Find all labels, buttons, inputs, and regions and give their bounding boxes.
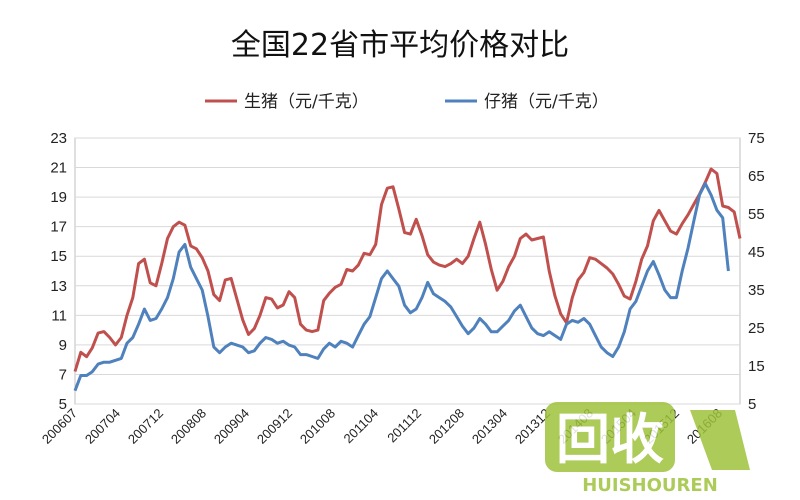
x-tick-label: 200712 (125, 406, 166, 447)
y-right-tick-label: 65 (748, 168, 765, 185)
series-line-0 (73, 167, 742, 372)
y-left-tick-label: 7 (59, 366, 67, 383)
x-tick-label: 200912 (254, 406, 295, 447)
y-left-tick-label: 21 (50, 160, 67, 177)
legend: 生猪（元/千克） 仔猪（元/千克） (205, 92, 609, 112)
y-left-tick-label: 11 (51, 307, 67, 324)
y-right-tick-label: 45 (748, 244, 765, 261)
y-left-tick-label: 5 (59, 396, 67, 413)
y-left-tick-label: 15 (50, 248, 67, 265)
x-tick-label: 200704 (82, 406, 123, 447)
x-tick-label: 201104 (341, 406, 382, 447)
legend-label-pig: 生猪（元/千克） (244, 92, 369, 112)
gridlines (75, 137, 740, 405)
watermark-box (545, 402, 675, 472)
y-left-tick-label: 17 (50, 219, 67, 236)
series-line-1 (73, 182, 730, 392)
watermark-shape (690, 410, 750, 470)
y-right-tick-label: 75 (748, 130, 765, 147)
y-right-tick-label: 5 (748, 396, 756, 413)
y-right-tick-label: 15 (748, 358, 765, 375)
x-tick-label: 201008 (297, 406, 338, 447)
series-lines (73, 167, 742, 392)
watermark-big: 回收 (556, 408, 664, 471)
y-left-tick-label: 13 (50, 278, 67, 295)
y-right-tick-label: 55 (748, 206, 765, 223)
x-tick-label: 200808 (168, 406, 209, 447)
y-left-tick-label: 9 (59, 337, 67, 354)
watermark-small: HUISHOUREN (582, 475, 718, 496)
legend-label-piglet: 仔猪（元/千克） (484, 92, 609, 112)
y-right-tick-label: 25 (748, 320, 765, 337)
y-axis-right: 5 15 25 35 45 55 65 75 (748, 130, 765, 413)
y-left-tick-label: 19 (50, 189, 67, 206)
watermark: 回收 HUISHOUREN (545, 402, 750, 496)
chart-title: 全国22省市平均价格对比 (231, 28, 569, 63)
x-tick-label: 201112 (384, 406, 424, 446)
x-tick-label: 200904 (211, 406, 252, 447)
y-right-tick-label: 35 (748, 282, 765, 299)
x-tick-label: 201304 (469, 406, 510, 447)
x-tick-label: 201208 (426, 406, 467, 447)
y-left-tick-label: 23 (50, 130, 67, 147)
y-axis-left: 5 7 9 11 13 15 17 19 21 23 (50, 130, 67, 413)
